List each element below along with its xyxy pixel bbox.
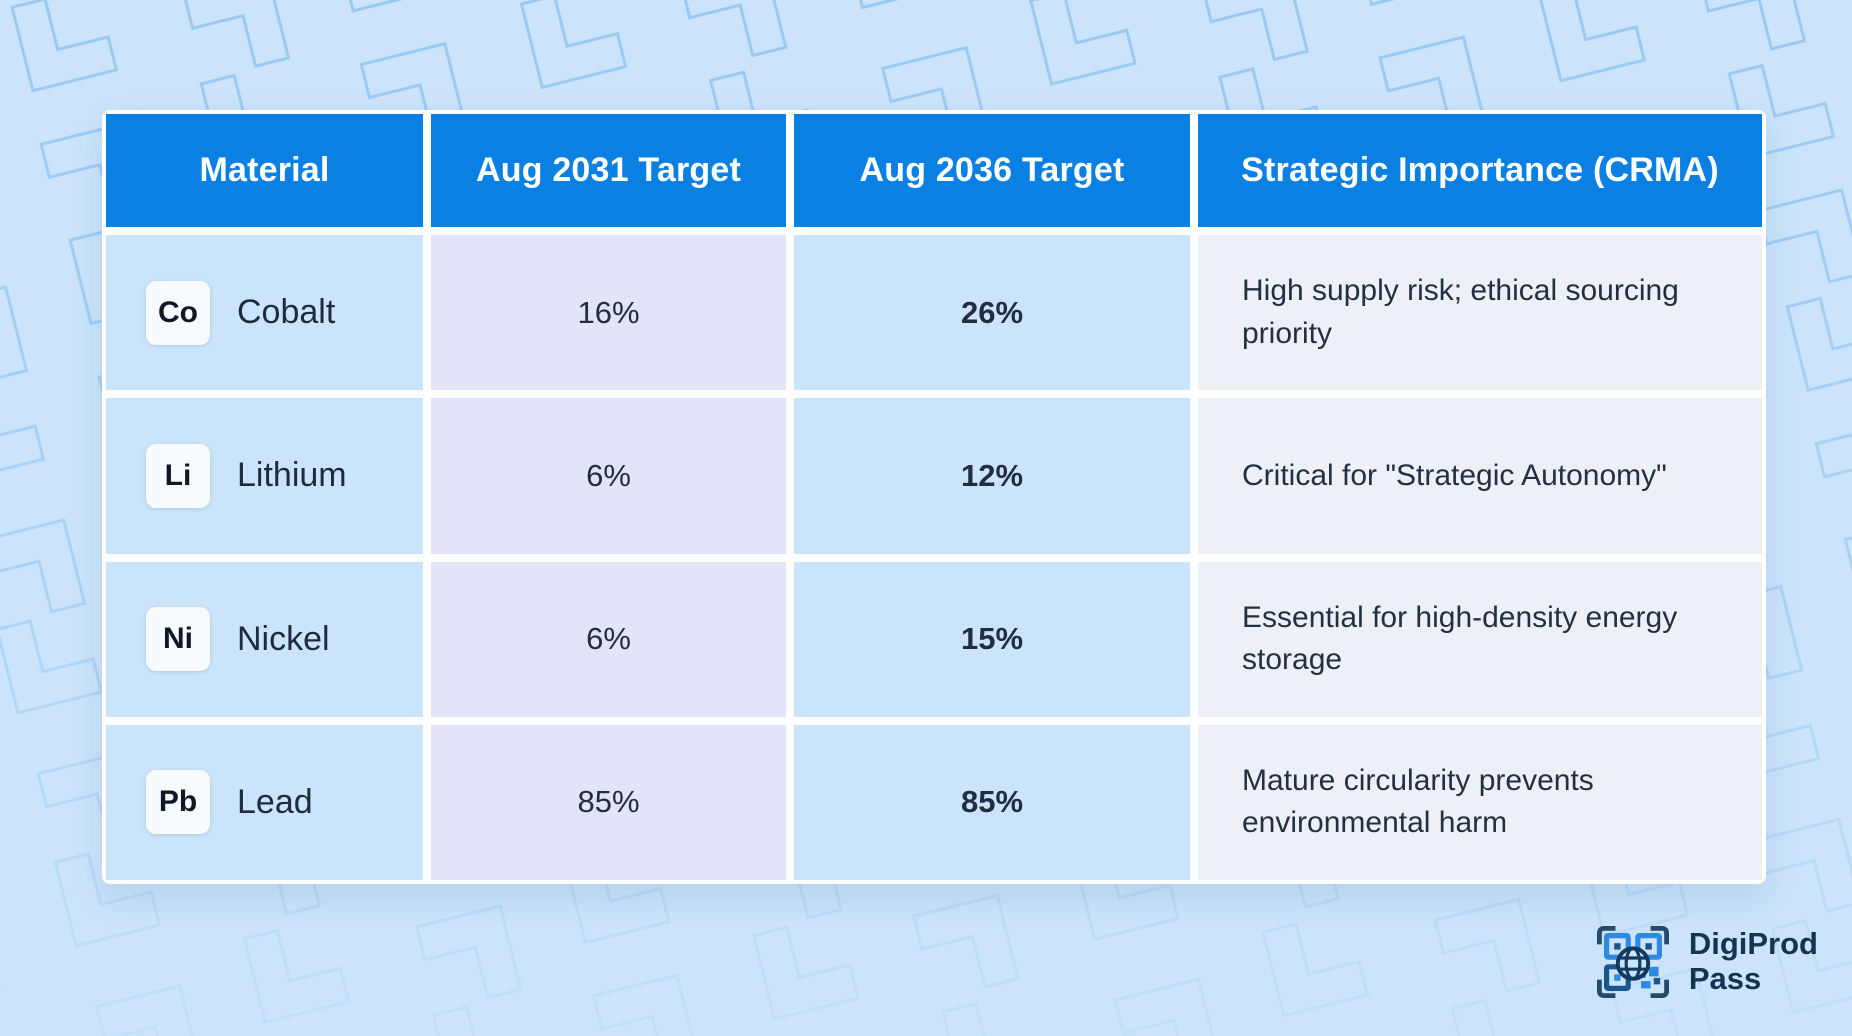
material-name: Lithium bbox=[237, 456, 347, 495]
cell-material-nickel: Ni Nickel bbox=[106, 561, 423, 717]
cell-target-2031-lithium: 6% bbox=[431, 398, 786, 554]
qr-globe-icon bbox=[1596, 926, 1669, 998]
materials-table: Material Aug 2031 Target Aug 2036 Target… bbox=[102, 110, 1766, 884]
cell-material-lead: Pb Lead bbox=[106, 724, 423, 880]
cell-target-2031-nickel: 6% bbox=[431, 561, 786, 717]
element-symbol-chip: Ni bbox=[146, 607, 210, 672]
digiprod-pass-logo: DigiProd Pass bbox=[1593, 922, 1818, 1002]
cell-target-2036-lithium: 12% bbox=[794, 398, 1190, 554]
cell-target-2036-cobalt: 26% bbox=[794, 235, 1190, 391]
cell-importance-cobalt: High supply risk; ethical sourcing prior… bbox=[1198, 235, 1762, 391]
cell-target-2036-nickel: 15% bbox=[794, 561, 1190, 717]
material-name: Cobalt bbox=[237, 293, 336, 332]
cell-material-cobalt: Co Cobalt bbox=[106, 235, 423, 391]
header-cell-aug-2031-target: Aug 2031 Target bbox=[431, 114, 786, 227]
element-symbol-chip: Li bbox=[146, 443, 210, 508]
element-symbol-chip: Pb bbox=[146, 770, 210, 835]
header-cell-strategic-importance: Strategic Importance (CRMA) bbox=[1198, 114, 1762, 227]
header-cell-aug-2036-target: Aug 2036 Target bbox=[794, 114, 1190, 227]
material-name: Lead bbox=[237, 782, 313, 821]
cell-importance-nickel: Essential for high-density energy storag… bbox=[1198, 561, 1762, 717]
cell-target-2036-lead: 85% bbox=[794, 724, 1190, 880]
material-name: Nickel bbox=[237, 619, 330, 658]
header-cell-material: Material bbox=[106, 114, 423, 227]
brand-name-line2: Pass bbox=[1688, 961, 1762, 996]
element-symbol-chip: Co bbox=[146, 280, 210, 345]
cell-importance-lead: Mature circularity prevents environmenta… bbox=[1198, 724, 1762, 880]
cell-material-lithium: Li Lithium bbox=[106, 398, 423, 554]
cell-target-2031-cobalt: 16% bbox=[431, 235, 786, 391]
cell-importance-lithium: Critical for "Strategic Autonomy" bbox=[1198, 398, 1762, 554]
cell-target-2031-lead: 85% bbox=[431, 724, 786, 880]
brand-name-line1: DigiProd bbox=[1688, 926, 1818, 962]
